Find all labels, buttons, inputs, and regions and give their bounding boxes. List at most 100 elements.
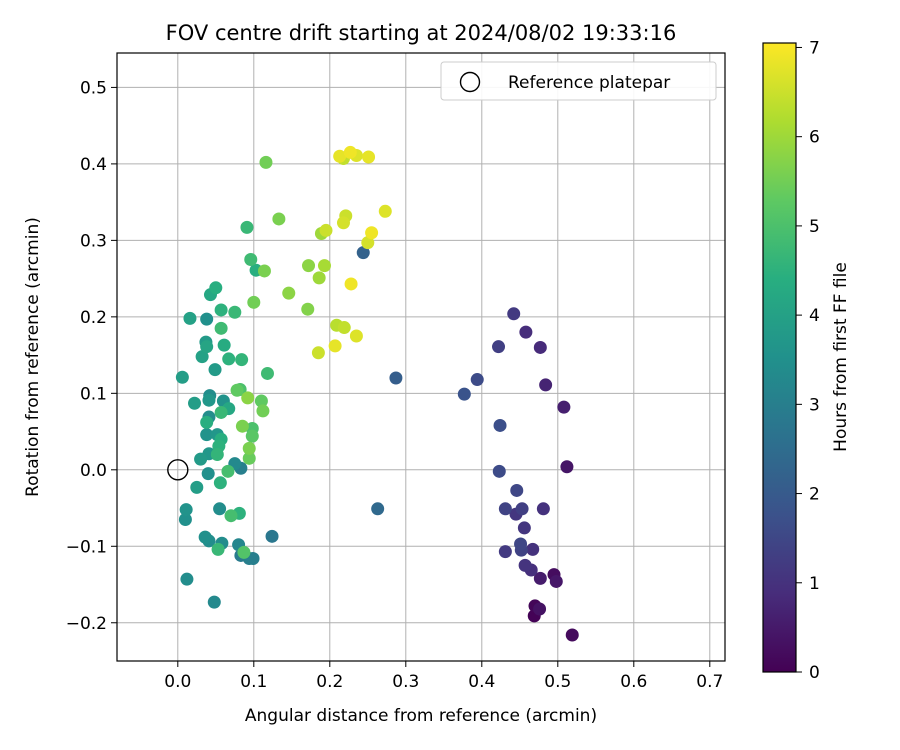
legend-box [440,61,717,101]
data-point [311,346,325,360]
data-point [200,340,214,354]
data-point [198,530,212,544]
data-point [202,393,216,407]
data-point [217,338,231,352]
data-point [539,378,553,392]
colorbar-tick-label: 3 [809,395,820,415]
data-point [214,405,228,419]
data-point [282,286,296,300]
x-tick-label: 0.4 [468,672,495,692]
data-point [517,521,531,535]
data-point [207,595,221,609]
data-point [317,259,331,273]
data-point [312,271,326,285]
data-point [457,387,471,401]
data-point [492,464,506,478]
data-point [211,542,225,556]
data-point [493,418,507,432]
data-point [242,441,256,455]
data-point [560,460,574,474]
data-point [344,277,358,291]
chart-title: FOV centre drift starting at 2024/08/02 … [166,21,677,45]
data-point [365,226,379,240]
data-point [328,339,342,353]
data-point [194,452,208,466]
x-tick-label: 0.2 [316,672,343,692]
data-point [210,448,224,462]
data-point [188,396,202,410]
data-point [498,545,512,559]
data-point [492,340,506,354]
y-tick-label: −0.1 [66,537,107,557]
data-point [526,542,540,556]
data-point [565,628,579,642]
data-points [175,145,579,642]
y-tick-label: 0.0 [80,461,107,481]
data-point [349,329,363,343]
data-point [378,204,392,218]
data-point [343,145,357,159]
x-axis-label: Angular distance from reference (arcmin) [245,706,597,726]
x-tick-label: 0.0 [164,672,191,692]
colorbar: 0 1 2 3 4 5 6 7 Hours from first FF file [762,38,851,683]
colorbar-label: Hours from first FF file [831,262,851,452]
data-point [200,312,214,326]
colorbar-tick-label: 6 [809,128,820,148]
data-point [518,558,532,572]
data-point [265,529,279,543]
data-point [235,353,249,367]
legend-entry-reference-platepar: Reference platepar [508,73,670,93]
data-point [241,391,255,405]
data-point [533,340,547,354]
legend: Reference platepar [440,61,717,101]
data-point [336,216,350,230]
data-point [235,419,249,433]
data-point [209,281,223,295]
data-point [201,467,215,481]
colorbar-ticks: 0 1 2 3 4 5 6 7 [796,38,820,683]
x-tick-label: 0.7 [696,672,723,692]
data-point [536,502,550,516]
data-point [230,383,244,397]
y-tick-label: 0.5 [80,78,107,98]
colorbar-tick-label: 0 [809,663,820,683]
data-point [389,371,403,385]
data-point [515,502,529,516]
data-point [195,350,209,364]
data-point [237,545,251,559]
data-point [213,502,227,516]
data-point [301,302,315,316]
data-point [260,366,274,380]
data-point [510,483,524,497]
data-point [214,303,228,317]
data-point [371,502,385,516]
data-point [244,252,258,266]
data-point [361,236,375,250]
data-point [222,352,236,366]
data-point [183,311,197,325]
data-point [200,428,214,442]
data-point [549,574,563,588]
colorbar-gradient [762,42,797,673]
x-tick-label: 0.6 [620,672,647,692]
data-point [242,451,256,465]
plot-frame [116,52,726,662]
data-point [214,321,228,335]
data-point [498,502,512,516]
data-point [208,363,222,377]
data-point [533,571,547,585]
colorbar-tick-label: 7 [809,38,820,58]
data-point [180,572,194,586]
colorbar-tick-label: 5 [809,217,820,237]
data-point [247,295,261,309]
data-point [256,404,270,418]
data-point [507,307,521,321]
grid-lines [117,53,725,661]
x-tick-label: 0.1 [240,672,267,692]
y-tick-label: 0.3 [80,231,107,251]
data-point [259,155,273,169]
data-point [213,476,227,490]
x-tick-label: 0.3 [392,672,419,692]
y-tick-label: 0.1 [80,384,107,404]
